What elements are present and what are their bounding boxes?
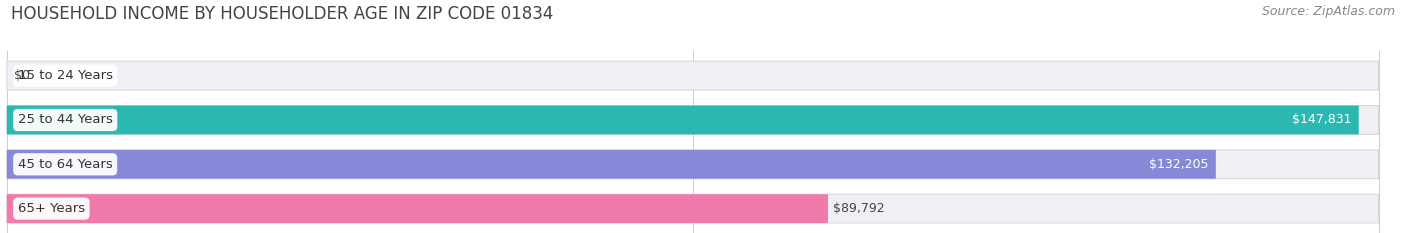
FancyBboxPatch shape bbox=[7, 150, 1216, 179]
Text: $147,831: $147,831 bbox=[1292, 113, 1353, 127]
Text: $0: $0 bbox=[14, 69, 30, 82]
FancyBboxPatch shape bbox=[7, 150, 1378, 179]
FancyBboxPatch shape bbox=[7, 106, 1378, 134]
FancyBboxPatch shape bbox=[7, 61, 1378, 90]
Text: $89,792: $89,792 bbox=[834, 202, 886, 215]
Text: 65+ Years: 65+ Years bbox=[18, 202, 84, 215]
Text: $132,205: $132,205 bbox=[1150, 158, 1209, 171]
Text: HOUSEHOLD INCOME BY HOUSEHOLDER AGE IN ZIP CODE 01834: HOUSEHOLD INCOME BY HOUSEHOLDER AGE IN Z… bbox=[11, 5, 554, 23]
Text: 45 to 64 Years: 45 to 64 Years bbox=[18, 158, 112, 171]
Text: Source: ZipAtlas.com: Source: ZipAtlas.com bbox=[1261, 5, 1395, 18]
FancyBboxPatch shape bbox=[7, 194, 828, 223]
Text: 15 to 24 Years: 15 to 24 Years bbox=[18, 69, 112, 82]
FancyBboxPatch shape bbox=[7, 194, 1378, 223]
Text: 25 to 44 Years: 25 to 44 Years bbox=[18, 113, 112, 127]
FancyBboxPatch shape bbox=[7, 106, 1358, 134]
